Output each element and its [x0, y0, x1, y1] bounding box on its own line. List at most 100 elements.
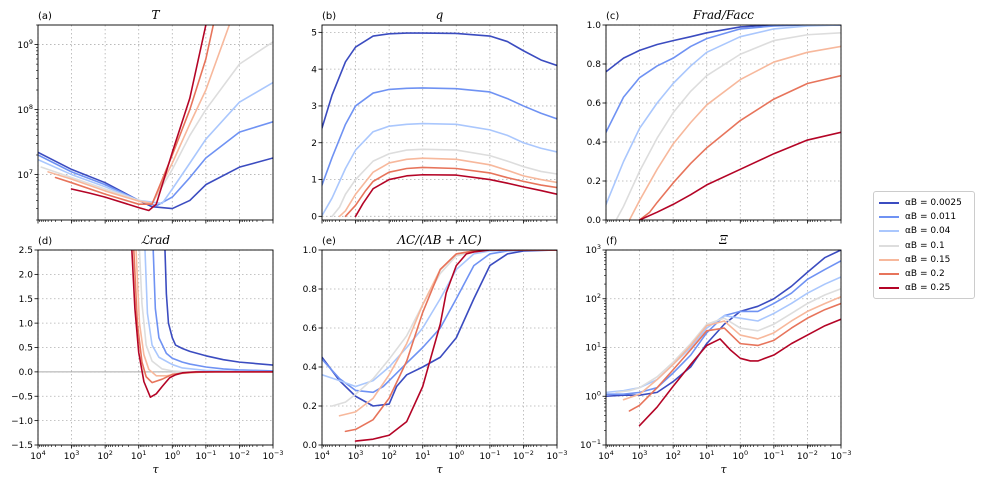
y-tick-label: 1.0 — [587, 21, 602, 31]
y-tick-label: 1.5 — [19, 295, 33, 305]
x-tick-label: 10−1 — [763, 449, 784, 462]
y-tick-label: −0.5 — [11, 392, 33, 402]
series-line-4 — [622, 295, 841, 401]
series-line-2 — [322, 250, 557, 388]
series-line-6 — [70, 25, 207, 212]
x-tick-label: 104 — [314, 449, 330, 462]
legend-entry: αB = 0.1 — [879, 239, 969, 253]
y-tick-label: 101 — [585, 341, 601, 354]
axes-frame — [605, 24, 842, 221]
y-tick-label: 0.0 — [587, 216, 602, 226]
panel-d: 104 103 102 101 100 10−1 10−2 10−3 −1.5 −1.0 −0.5 0… — [11, 233, 283, 476]
x-tick-label: 100 — [448, 449, 464, 462]
legend-entry: αB = 0.25 — [879, 281, 969, 295]
series-line-6 — [131, 250, 273, 399]
series-line-1 — [322, 250, 557, 394]
x-tick-label: 104 — [598, 449, 614, 462]
y-tick-label: 2.5 — [19, 246, 33, 256]
y-tick-label: 100 — [585, 389, 601, 402]
y-tick-label: 0.8 — [587, 60, 602, 70]
y-tick-label: 0.4 — [303, 363, 318, 373]
panel-title: Frad/Facc — [692, 8, 754, 22]
x-tick-label: 102 — [381, 449, 397, 462]
panel-title: ℒrad — [141, 233, 171, 247]
series-line-5 — [344, 166, 557, 218]
legend-label: αB = 0.011 — [905, 212, 957, 223]
series-line-0 — [38, 151, 273, 210]
y-tick-label: 0 — [311, 213, 317, 223]
y-tick-label: 0.2 — [303, 402, 317, 412]
series-line-0 — [322, 250, 557, 407]
series-line-6 — [354, 173, 557, 218]
panel-c: 0.0 0.2 0.4 0.6 0.8 1.0 (c) Frad/Facc — [587, 8, 842, 226]
y-tick-label: 103 — [585, 243, 601, 256]
series-line-2 — [606, 25, 841, 206]
x-tick-label: 10−3 — [547, 449, 568, 462]
legend-swatch-2 — [879, 230, 899, 233]
axes-frame — [321, 24, 558, 221]
x-tick-label: 100 — [732, 449, 748, 462]
panel-a: 107 108 109 (a) T — [17, 8, 274, 224]
series-line-5 — [344, 250, 557, 433]
y-tick-label: 2.0 — [19, 271, 34, 281]
y-tick-label: 0.0 — [303, 441, 318, 451]
y-tick-label: 5 — [311, 29, 317, 39]
series-line-2 — [144, 250, 273, 373]
x-tick-label: 10−2 — [229, 449, 250, 462]
y-tick-label: −1.5 — [11, 441, 33, 451]
panel-e: 104 103 102 101 100 10−1 10−2 10−3 0.0 0.2 0.4 0.6 0… — [303, 233, 568, 476]
series-line-3 — [615, 31, 841, 220]
series-line-4 — [338, 250, 557, 417]
series-line-5 — [638, 74, 841, 220]
legend-swatch-3 — [879, 244, 899, 247]
series-line-4 — [628, 45, 841, 220]
legend-entry: αB = 0.15 — [879, 253, 969, 267]
series-line-1 — [322, 87, 557, 186]
legend-swatch-4 — [879, 258, 899, 261]
y-tick-label: 4 — [311, 65, 317, 75]
x-tick-label: 101 — [131, 449, 147, 462]
legend-swatch-6 — [879, 287, 899, 290]
y-tick-label: 0.5 — [19, 344, 33, 354]
y-tick-label: 0.0 — [19, 368, 34, 378]
y-tick-label: 102 — [585, 292, 601, 305]
series-line-1 — [152, 250, 273, 372]
x-tick-label: 10−1 — [479, 449, 500, 462]
legend-entry: αB = 0.2 — [879, 267, 969, 281]
legend-entry: αB = 0.011 — [879, 210, 969, 224]
series-line-6 — [638, 131, 841, 220]
panel-title: Ξ — [718, 233, 728, 247]
x-tick-label: 10−2 — [797, 449, 818, 462]
legend-entry: αB = 0.04 — [879, 224, 969, 238]
legend-label: αB = 0.2 — [905, 269, 945, 280]
panel-tag: (f) — [606, 236, 617, 247]
axes-frame — [321, 249, 558, 446]
legend-swatch-5 — [879, 273, 899, 276]
x-tick-label: 103 — [64, 449, 80, 462]
series-line-2 — [322, 122, 557, 217]
panel-tag: (d) — [38, 236, 52, 247]
panel-b: 0 1 2 3 4 5 (b) q — [311, 8, 558, 224]
panel-title: q — [436, 8, 444, 22]
panel-f: 104 103 102 101 100 10−1 10−2 10−3 10−1 100 101 102… — [580, 233, 852, 476]
legend-label: αB = 0.0025 — [905, 198, 962, 209]
y-tick-label: 0.6 — [587, 99, 602, 109]
series-line-6 — [638, 318, 841, 427]
legend-swatch-1 — [879, 216, 899, 219]
series-line-6 — [354, 250, 557, 442]
series-line-2 — [606, 276, 841, 394]
x-axis-label: τ — [152, 463, 159, 476]
series-line-5 — [628, 302, 841, 412]
panel-tag: (c) — [606, 11, 619, 22]
y-tick-label: 0.4 — [587, 138, 602, 148]
y-tick-label: 10−1 — [580, 438, 601, 451]
x-tick-label: 101 — [415, 449, 431, 462]
panel-tag: (b) — [322, 11, 336, 22]
x-tick-label: 102 — [665, 449, 681, 462]
y-tick-label: 1 — [311, 176, 317, 186]
panel-tag: (e) — [322, 236, 336, 247]
x-tick-label: 10−1 — [195, 449, 216, 462]
series-line-1 — [38, 120, 273, 207]
x-tick-label: 103 — [348, 449, 364, 462]
